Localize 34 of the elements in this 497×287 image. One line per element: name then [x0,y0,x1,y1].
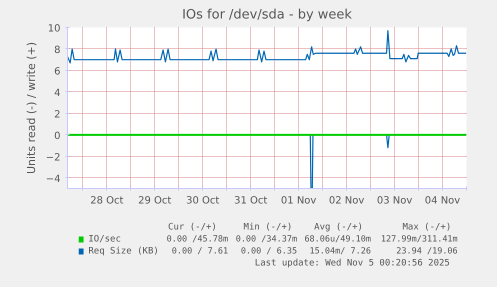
legend-label: IO/sec [88,234,121,244]
x-tick-label: 28 Oct [90,196,124,206]
text: Max (-/+) [402,222,452,232]
text: Min (-/+) [244,222,292,232]
y-tick-label: 2 [54,109,61,120]
text: Cur (-/+) [168,222,217,232]
x-tick-label: 30 Oct [186,196,220,206]
line-series [68,30,466,64]
text: 15.04m/ 7.26 [310,246,371,256]
y-tick-label: 10 [48,24,61,34]
x-tick-label: 01 Nov [280,196,316,206]
text: 0.00 /45.78m [166,234,228,244]
y-tick-label: 6 [54,66,61,78]
y-tick-label: −4 [46,174,61,185]
chart-title: IOs for /dev/sda - by week [182,8,352,22]
text: 68.06u/49.10m [304,234,371,244]
x-tick-label: 02 Nov [328,196,364,206]
text: 0.00 / 7.61 [172,246,228,256]
y-tick-label: 0 [54,130,61,142]
y-tick-label: 8 [54,44,61,56]
y-tick-label: 4 [54,88,61,99]
text: 0.00 / 6.35 [240,246,298,256]
y-tick-label: −2 [46,152,61,164]
x-tick-label: 29 Oct [138,196,172,206]
x-tick-label: 04 Nov [424,196,460,206]
x-tick-label: 31 Oct [234,196,268,206]
legend-label: Req Size (KB) [88,246,159,256]
text: Avg (-/+) [314,222,363,232]
text: 127.99m/311.41m [380,234,458,244]
y-axis-title: Units read (-) / write (+) [24,42,38,174]
text: 23.94 /19.06 [396,246,458,256]
text: 0.00 /34.37m [236,234,298,244]
x-tick-label: 03 Nov [376,196,412,206]
text: Last update: Wed Nov 5 00:20:56 2025 [254,258,450,268]
